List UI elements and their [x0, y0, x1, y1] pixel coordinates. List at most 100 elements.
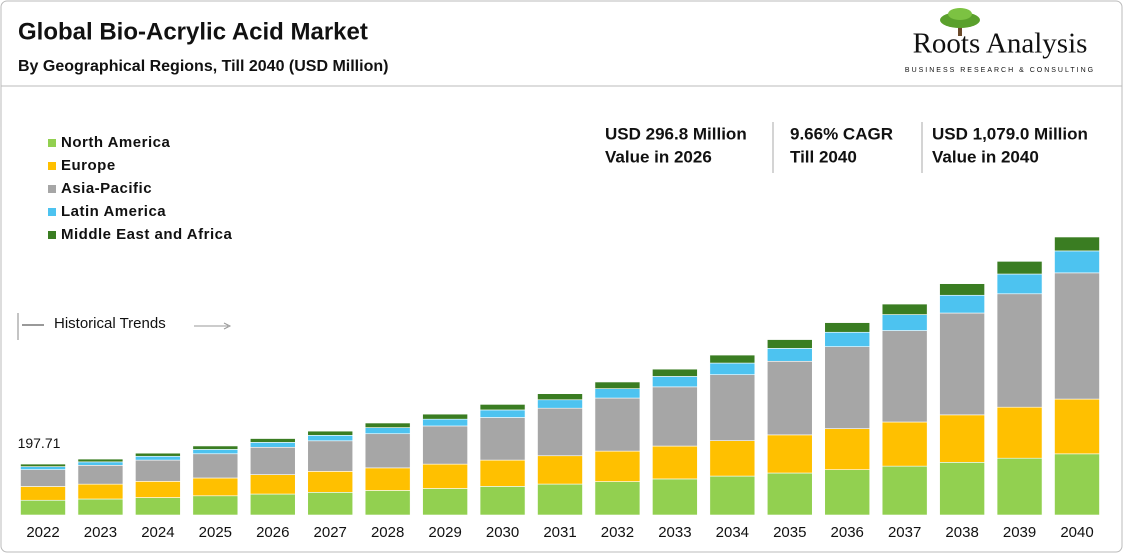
logo-trunk	[958, 22, 962, 36]
bar-segment	[77, 483, 124, 500]
bar-segment	[192, 445, 239, 450]
x-tick-label: 2022	[26, 524, 59, 541]
x-tick-label: 2030	[486, 524, 519, 541]
x-tick-label: 2032	[601, 524, 634, 541]
annotation-arrow	[223, 322, 232, 330]
bar-segment	[422, 413, 468, 420]
bar-segment	[249, 442, 296, 448]
bar-segment	[824, 346, 871, 429]
bar-segment	[1054, 398, 1100, 455]
bar-segment	[996, 261, 1043, 275]
bar-segment	[652, 376, 698, 388]
bar-segment	[824, 469, 871, 516]
x-tick-label: 2023	[84, 524, 117, 541]
x-tick-label: 2038	[945, 524, 978, 541]
bar-segment	[652, 478, 698, 516]
bar-segment	[249, 493, 296, 516]
bar-segment	[537, 407, 583, 457]
legend-label: Latin America	[61, 203, 166, 220]
legend-label: Asia-Pacific	[61, 180, 152, 197]
x-tick-label: 2025	[199, 524, 232, 541]
bar-segment	[192, 453, 239, 479]
bar-segment	[594, 388, 641, 399]
bar-segment	[77, 465, 124, 485]
bar-segment	[364, 427, 411, 435]
bar-segment	[307, 430, 354, 436]
bar-segment	[20, 486, 66, 501]
bar-segment	[479, 486, 526, 516]
legend-swatch	[48, 139, 56, 147]
bar-segment	[77, 498, 124, 516]
bar-segment	[766, 339, 813, 349]
bar-segment	[1054, 272, 1100, 400]
x-tick-label: 2031	[543, 524, 576, 541]
bar-segment	[135, 452, 181, 457]
bar-segment	[537, 455, 583, 485]
bar-segment	[766, 472, 813, 516]
bar-segment	[307, 471, 354, 493]
legend-label: Middle East and Africa	[61, 226, 232, 243]
bar-segment	[594, 397, 641, 452]
bar-segment	[709, 362, 756, 375]
x-tick-label: 2024	[141, 524, 174, 541]
bar-segment	[135, 481, 181, 498]
bar-segment	[709, 374, 756, 441]
chart-title: Global Bio-Acrylic Acid Market	[18, 18, 368, 45]
bar-segment	[364, 490, 411, 516]
bar-segment	[422, 488, 468, 516]
logo: Roots Analysis BUSINESS RESEARCH & CONSU…	[905, 8, 1095, 74]
legend-swatch	[48, 185, 56, 193]
legend-label: North America	[61, 134, 170, 151]
bar-segment	[996, 293, 1043, 408]
bar-segment	[1054, 250, 1100, 274]
bar-segment	[192, 449, 239, 455]
bar-segment	[479, 417, 526, 461]
bar-segment	[537, 483, 583, 516]
bar-segment	[422, 418, 468, 427]
bar-segment	[939, 462, 985, 516]
x-tick-label: 2034	[716, 524, 749, 541]
bar-segment	[479, 409, 526, 418]
bar-segment	[996, 406, 1043, 459]
bar-segment	[249, 438, 296, 443]
bar-segment	[652, 386, 698, 447]
bar-segment	[652, 368, 698, 377]
bar-segment	[939, 312, 985, 416]
bar-segment	[192, 495, 239, 516]
highlight-caption: Till 2040	[790, 147, 857, 166]
bar-segment	[135, 459, 181, 482]
bar-segment	[766, 360, 813, 436]
x-tick-label: 2040	[1060, 524, 1093, 541]
bar-segment	[307, 492, 354, 516]
legend-swatch	[48, 162, 56, 170]
logo-tagline: BUSINESS RESEARCH & CONSULTING	[905, 67, 1095, 74]
bar-segment	[422, 463, 468, 489]
highlight-value: USD 296.8 Million	[605, 124, 747, 143]
bar-segment	[20, 499, 66, 516]
bar-segment	[881, 330, 928, 423]
bar-segment	[364, 422, 411, 428]
bar-segment	[249, 446, 296, 475]
highlight-caption: Value in 2026	[605, 147, 712, 166]
bar-segment	[709, 354, 756, 364]
bar-segment	[364, 467, 411, 491]
bar-segment	[881, 303, 928, 315]
bar-segment	[766, 348, 813, 362]
annotation: Historical Trends	[54, 315, 166, 332]
bar-segment	[1054, 453, 1100, 516]
logo-canopy	[948, 8, 972, 20]
x-tick-label: 2035	[773, 524, 806, 541]
bar-segment	[479, 459, 526, 487]
bar-segment	[77, 461, 124, 466]
bar-segment	[1054, 236, 1100, 252]
bar-segment	[824, 331, 871, 347]
bar-segment	[594, 381, 641, 389]
highlight-value: 9.66% CAGR	[790, 124, 893, 143]
bar-segment	[939, 294, 985, 314]
bar-segment	[135, 455, 181, 461]
bar-segment	[192, 477, 239, 497]
legend-swatch	[48, 231, 56, 239]
bar-segment	[824, 428, 871, 470]
total-label: 197.71	[18, 435, 61, 451]
